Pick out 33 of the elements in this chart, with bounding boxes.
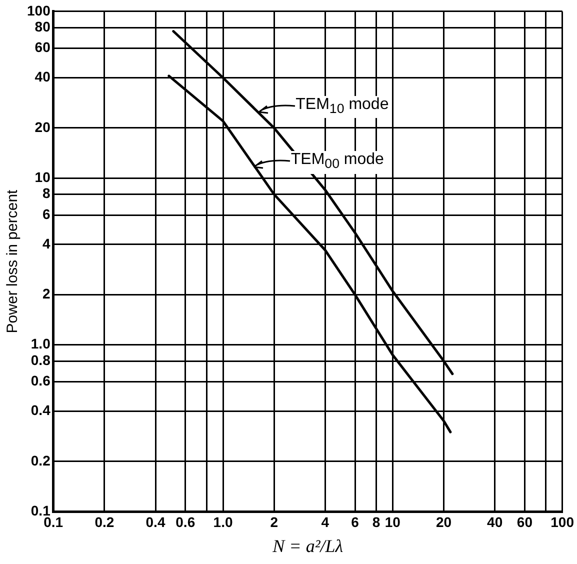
annotation: TEM$_{10}$ mode — [296, 96, 389, 118]
y-tick-label: 2 — [42, 286, 51, 302]
x-tick-label: 0.2 — [94, 514, 114, 530]
x-tick-label: 40 — [487, 514, 503, 530]
x-tick-label: 0.4 — [146, 514, 166, 530]
x-tick-label: 8 — [372, 514, 380, 530]
x-tick-label: 2 — [270, 514, 278, 530]
y-tick-label: 6 — [42, 206, 51, 222]
y-tick-label: 4 — [42, 235, 51, 252]
x-tick-label: 4 — [321, 514, 330, 530]
y-tick-label: 0.8 — [30, 352, 51, 368]
x-tick-label: 20 — [436, 514, 452, 530]
x-tick-label: 100 — [550, 514, 574, 530]
y-tick-label: 100 — [27, 2, 51, 18]
y-tick-label: 10 — [34, 168, 51, 185]
y-tick-label: 0.6 — [30, 372, 51, 389]
x-tick-label: 1.0 — [213, 514, 233, 530]
y-tick-label: 0.2 — [30, 452, 51, 468]
y-tick-label: 0.4 — [30, 402, 51, 418]
y-tick-label: 20 — [34, 118, 51, 135]
x-tick-label: 6 — [351, 514, 360, 530]
y-tick-label: 60 — [34, 39, 51, 56]
annotation: TEM$_{00}$ mode — [290, 151, 384, 174]
y-axis-title: Power loss in percent — [4, 188, 22, 334]
x-axis-title: N = a²/Lλ — [272, 536, 344, 556]
y-tick-label: 80 — [34, 18, 51, 34]
y-tick-label: 40 — [34, 68, 51, 85]
y-tick-label: 8 — [42, 185, 51, 202]
x-tick-label: 0.6 — [176, 514, 196, 530]
x-tick-label: 60 — [516, 514, 533, 530]
y-tick-label: 1.0 — [30, 336, 51, 352]
y-tick-label: 0.1 — [30, 502, 51, 518]
x-tick-label: 10 — [384, 514, 401, 530]
